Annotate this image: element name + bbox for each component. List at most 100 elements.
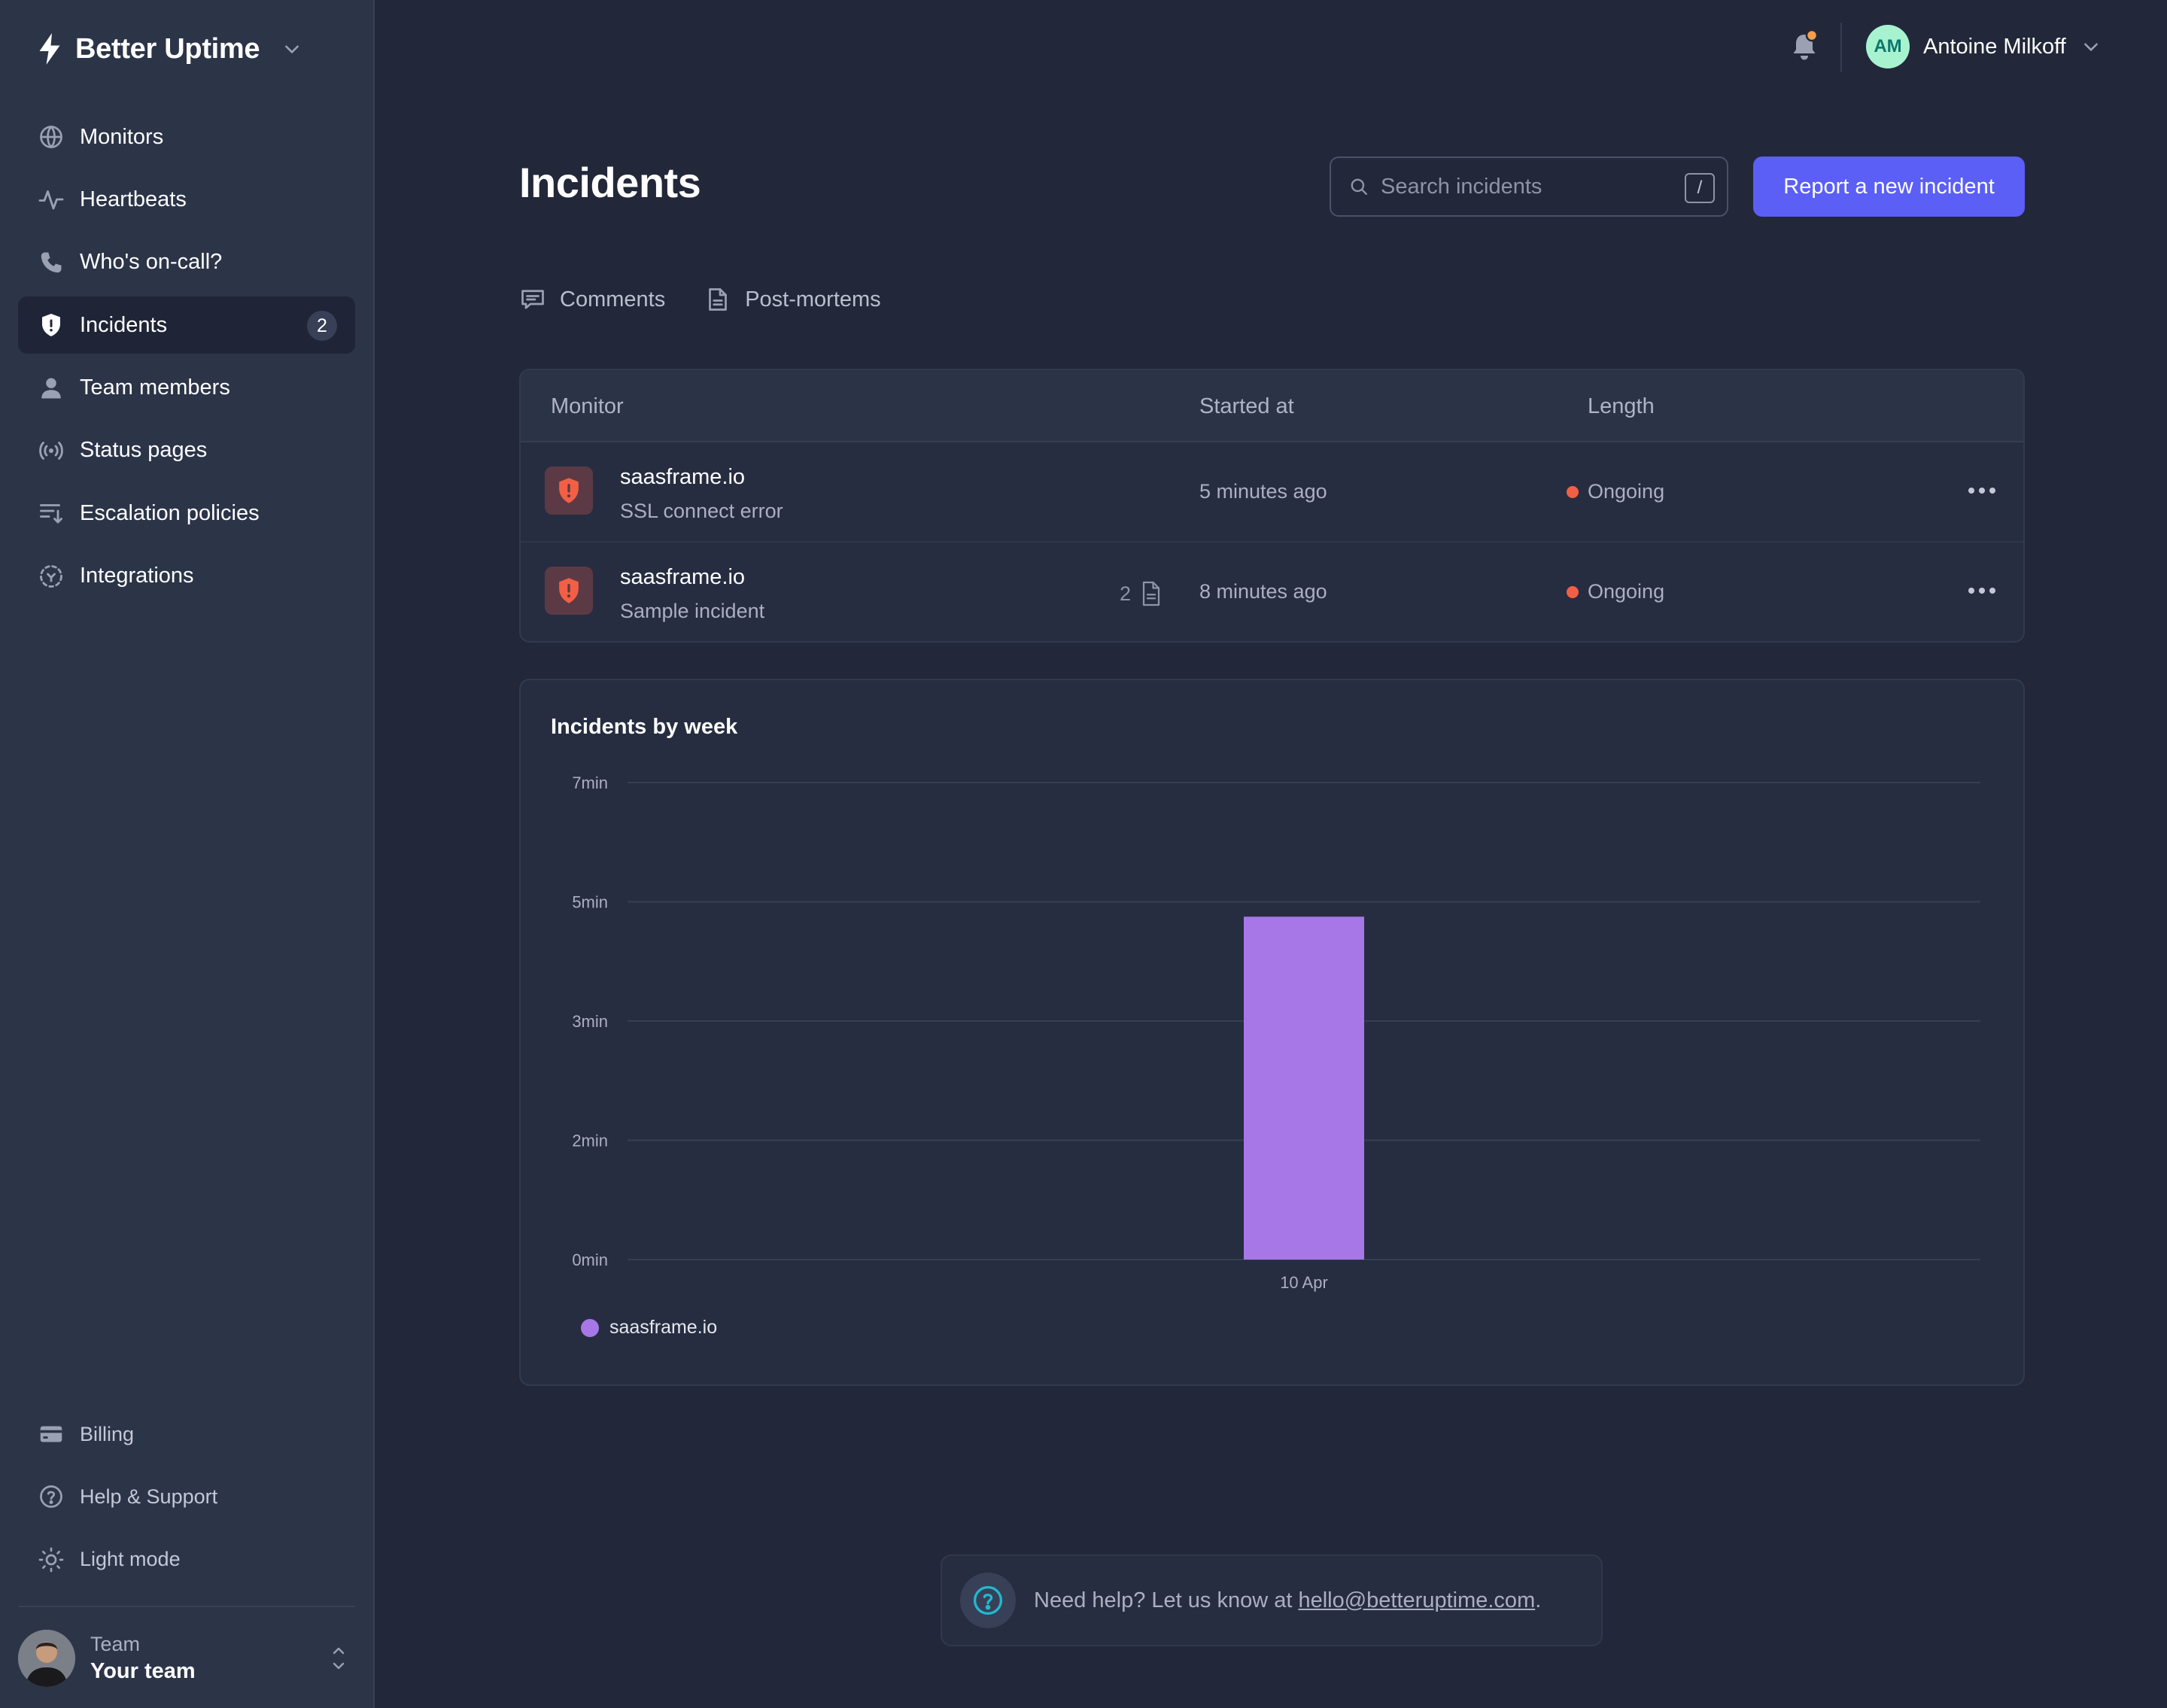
user-name: Antoine Milkoff: [1923, 34, 2066, 59]
y-tick-label: 3min: [572, 1012, 608, 1031]
sidebar: Better Uptime Monitors Heartbeats: [0, 0, 375, 1708]
incident-description: Sample incident: [620, 600, 765, 622]
sidebar-item-team-members[interactable]: Team members: [18, 360, 355, 417]
comment-icon: [519, 286, 546, 313]
bar[interactable]: [1244, 916, 1364, 1260]
search-icon: [1349, 177, 1369, 196]
brand-name: Better Uptime: [75, 32, 260, 65]
team-label: Team: [90, 1633, 141, 1655]
incident-description: SSL connect error: [620, 500, 783, 522]
sidebar-item-escalation-policies[interactable]: Escalation policies: [18, 485, 355, 542]
help-banner: Need help? Let us know at hello@betterup…: [941, 1555, 1603, 1646]
tabs: Comments Post-mortems: [519, 281, 920, 318]
avatar: [18, 1630, 75, 1687]
sidebar-item-integrations[interactable]: Integrations: [18, 548, 355, 605]
document-icon: [704, 286, 731, 313]
notifications-bell-icon[interactable]: [1788, 29, 1821, 65]
help-email-link[interactable]: hello@betteruptime.com: [1298, 1588, 1536, 1612]
incident-shield-icon: [545, 467, 593, 515]
search-box: /: [1330, 157, 1728, 217]
sidebar-item-heartbeats[interactable]: Heartbeats: [18, 171, 355, 228]
started-at: 8 minutes ago: [1199, 580, 1327, 603]
brand-switcher[interactable]: Better Uptime: [36, 29, 302, 69]
length-text: Ongoing: [1588, 480, 1665, 503]
sidebar-item-billing[interactable]: Billing: [18, 1406, 355, 1463]
person-icon: [36, 373, 66, 403]
sidebar-item-light-mode[interactable]: Light mode: [18, 1531, 355, 1588]
team-switcher[interactable]: Team Your team: [18, 1625, 355, 1691]
column-header-started-at[interactable]: Started at: [1199, 394, 1294, 418]
sun-icon: [36, 1545, 66, 1575]
y-tick-label: 2min: [572, 1132, 608, 1150]
chart-legend: saasframe.io: [581, 1317, 717, 1339]
sidebar-item-label: Incidents: [80, 312, 168, 337]
incident-shield-icon: [545, 567, 593, 615]
incidents-count-badge: 2: [307, 311, 337, 342]
team-name: Your team: [90, 1659, 196, 1683]
team-text: Team Your team: [90, 1633, 196, 1684]
phone-icon: [36, 248, 66, 278]
report-new-incident-button[interactable]: Report a new incident: [1753, 157, 2025, 217]
sidebar-item-status-pages[interactable]: Status pages: [18, 422, 355, 479]
chevron-down-icon: [2066, 37, 2101, 56]
started-at: 5 minutes ago: [1199, 480, 1327, 503]
table-row[interactable]: saasframe.io Sample incident 2 8 minutes…: [521, 542, 2023, 641]
sidebar-item-on-call[interactable]: Who's on-call?: [18, 234, 355, 291]
legend-swatch: [581, 1318, 599, 1337]
sidebar-item-label: Billing: [80, 1422, 135, 1445]
incidents-bar-chart: 0min 2min 3min 5min 7min 10 Apr: [572, 773, 1980, 1292]
shield-icon: [36, 310, 66, 340]
chart-title: Incidents by week: [551, 715, 738, 739]
column-header-monitor[interactable]: Monitor: [551, 394, 624, 418]
keyboard-shortcut-hint: /: [1685, 173, 1715, 203]
sidebar-item-help-support[interactable]: Help & Support: [18, 1468, 355, 1525]
column-header-length[interactable]: Length: [1588, 394, 1655, 418]
length-text: Ongoing: [1588, 580, 1665, 603]
sidebar-item-label: Help & Support: [80, 1485, 218, 1508]
chevron-down-icon: [272, 39, 302, 59]
help-message: Need help? Let us know at: [1034, 1588, 1299, 1612]
monitor-name[interactable]: saasframe.io: [620, 565, 746, 589]
sidebar-item-label: Monitors: [80, 124, 164, 149]
question-circle-icon: [36, 1482, 66, 1512]
document-icon: [1142, 581, 1160, 606]
length-status: Ongoing: [1567, 580, 1664, 603]
post-mortem-count-value: 2: [1120, 582, 1132, 605]
pulse-icon: [36, 184, 66, 214]
table-row[interactable]: saasframe.io SSL connect error 5 minutes…: [521, 442, 2023, 542]
divider: [1840, 23, 1842, 72]
legend-label: saasframe.io: [609, 1317, 718, 1338]
status-dot: [1567, 485, 1579, 498]
sidebar-item-label: Team members: [80, 375, 230, 400]
user-menu[interactable]: AM Antoine Milkoff: [1866, 24, 2101, 69]
status-dot: [1567, 585, 1579, 598]
search-input[interactable]: [1381, 174, 1667, 199]
sidebar-item-incidents[interactable]: Incidents 2: [18, 296, 355, 354]
tab-comments[interactable]: Comments: [519, 281, 665, 318]
tab-post-mortems[interactable]: Post-mortems: [704, 281, 881, 318]
broadcast-icon: [36, 436, 66, 466]
sidebar-item-label: Light mode: [80, 1548, 181, 1571]
divider: [18, 1606, 355, 1607]
y-tick-label: 5min: [572, 893, 608, 912]
list-arrow-icon: [36, 498, 66, 528]
length-status: Ongoing: [1567, 480, 1664, 503]
incidents-table: Monitor Started at Length saasframe.io S…: [519, 369, 2025, 643]
sidebar-item-label: Who's on-call?: [80, 250, 223, 275]
sidebar-item-monitors[interactable]: Monitors: [18, 108, 355, 166]
table-header: Monitor Started at Length: [521, 370, 2023, 442]
post-mortem-count[interactable]: 2: [1120, 580, 1163, 607]
incidents-chart-card: Incidents by week 0min 2min 3min 5min 7min 10…: [519, 679, 2025, 1386]
tab-label: Comments: [560, 287, 666, 312]
question-circle-icon: [960, 1573, 1016, 1628]
tab-label: Post-mortems: [745, 287, 881, 312]
sidebar-nav: Monitors Heartbeats Who's on-call? Incid…: [18, 108, 355, 610]
monitor-name[interactable]: saasframe.io: [620, 465, 746, 489]
x-tick-label: 10 Apr: [1280, 1273, 1328, 1292]
more-options-icon[interactable]: [1965, 582, 1998, 600]
y-tick-label: 0min: [572, 1251, 608, 1269]
credit-card-icon: [36, 1419, 66, 1449]
sidebar-bottom-nav: Billing Help & Support Light mode: [18, 1406, 355, 1594]
more-options-icon[interactable]: [1965, 482, 1998, 500]
